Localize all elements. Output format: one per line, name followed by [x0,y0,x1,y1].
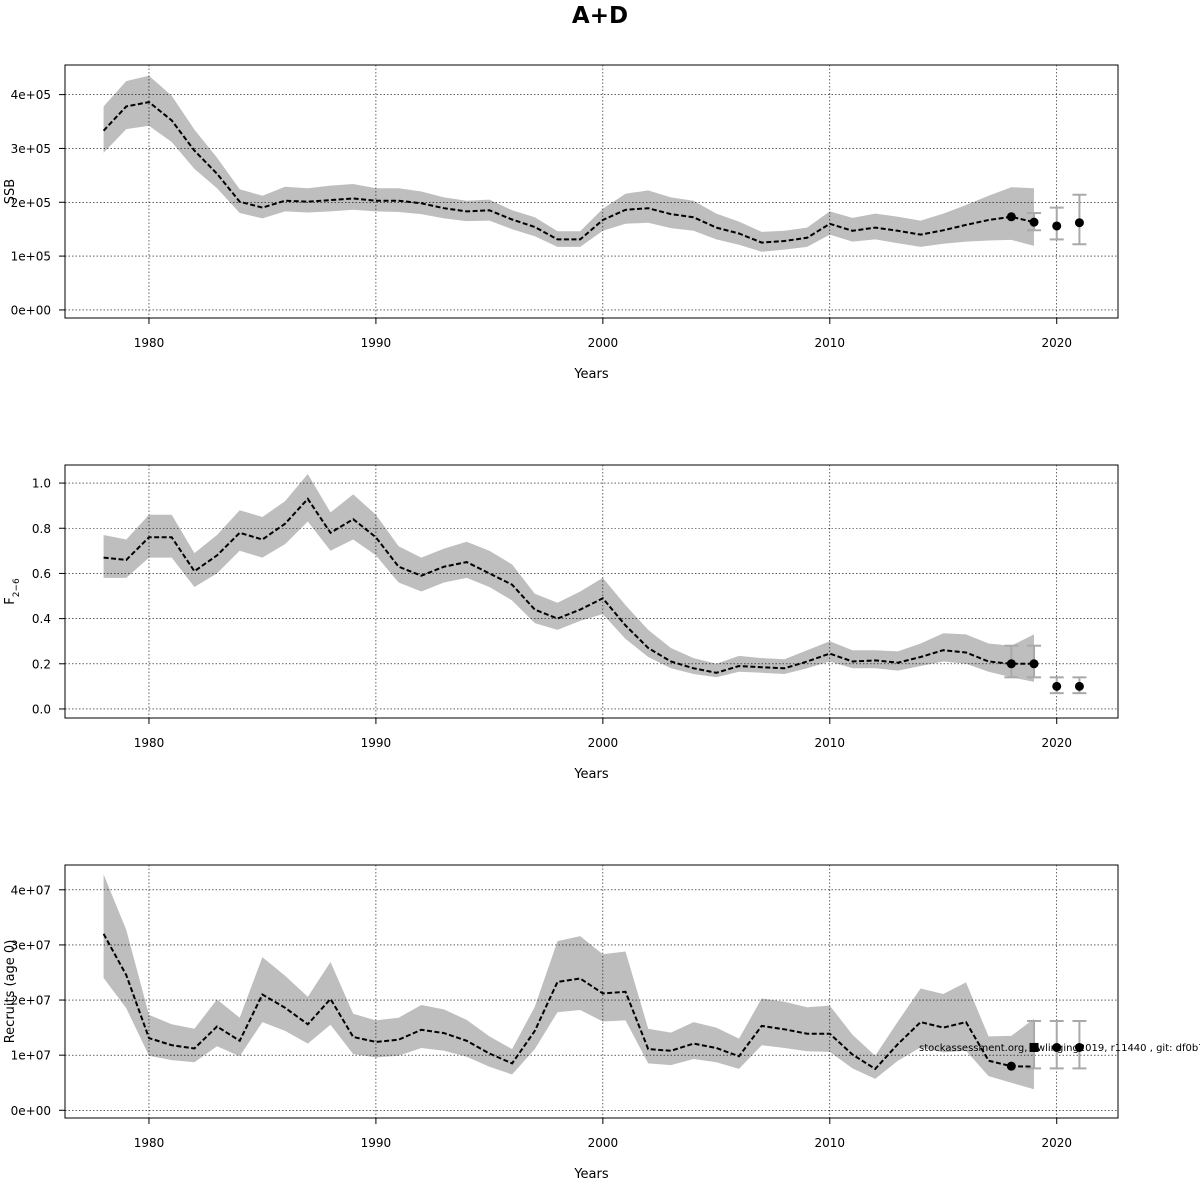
page-title: A+D [571,3,629,29]
recruits-data-point [1006,1061,1016,1071]
ssb-y-tick-label: 1e+05 [11,250,51,264]
ssb-y-tick-label: 4e+05 [11,88,51,102]
recruits-x-tick-label: 1990 [361,1136,392,1150]
fbar-y-tick-label: 1.0 [32,477,51,491]
ssb-plot-frame [64,64,1119,319]
ssb-y-axis-title: SSB [3,179,18,204]
recruits-x-axis-title: Years [573,1167,609,1182]
recruits-x-tick-label: 1980 [134,1136,165,1150]
ssb-x-tick-label: 2000 [588,336,619,350]
ssb-x-tick-label: 1990 [361,336,392,350]
recruits-x-tick-label: 2010 [815,1136,846,1150]
fbar-y-axis-title: F2−6 [3,578,22,605]
fbar-y-axis-subscript: 2−6 [12,578,22,597]
footer-note: stockassessment.org, Swlinging2019, r114… [919,1043,1200,1054]
fbar-x-tick-label: 2010 [815,736,846,750]
ssb-data-point [1006,212,1016,222]
fbar-x-tick-label: 1980 [134,736,165,750]
fbar-data-point [1074,681,1084,691]
ssb-x-tick-label: 2020 [1041,336,1072,350]
f-panel: 1980 1990 2000 2010 2020 0.0 0.2 0.4 0.6 0.8 1.0 Ye… [3,464,1119,782]
recruits-confidence-band [103,874,1035,1090]
fbar-data-point [1029,659,1039,669]
fbar-x-tick-label: 2000 [588,736,619,750]
ssb-estimate-line [102,101,1035,244]
fbar-data-point [1052,681,1062,691]
fbar-confidence-band [103,474,1035,682]
recruits-data-point [1074,1042,1084,1052]
recruits-estimate-line [102,933,1035,1071]
recruits-y-tick-label: 3e+07 [11,938,51,952]
recruits-y-tick-label: 2e+07 [11,994,51,1008]
fbar-data-point [1006,659,1016,669]
ssb-x-tick-label: 1980 [134,336,165,350]
recruits-x-tick-label: 2020 [1041,1136,1072,1150]
fbar-y-tick-label: 0.2 [32,657,51,671]
ssb-x-tick-label: 2010 [815,336,846,350]
fbar-x-axis-title: Years [573,767,609,782]
fbar-y-tick-label: 0.8 [32,522,51,536]
ssb-data-point [1052,221,1062,231]
fbar-plot-frame [64,464,1119,719]
ssb-y-tick-label: 2e+05 [11,196,51,210]
ssb-x-axis-title: Years [573,367,609,382]
fbar-x-tick-label: 2020 [1041,736,1072,750]
ssb-confidence-band [103,75,1035,252]
fbar-y-tick-label: 0.6 [32,567,51,581]
recruits-x-tick-label: 2000 [588,1136,619,1150]
ssb-y-tick-label: 3e+05 [11,142,51,156]
recruits-square-point [1029,1042,1039,1052]
ssb-data-point [1074,218,1084,228]
fbar-x-tick-label: 1990 [361,736,392,750]
fbar-estimate-line [103,497,1034,674]
ssb-data-point [1029,217,1039,227]
ssb-panel: 1980 1990 2000 2010 2020 0e+00 1e+05 2e+05 3e+05… [3,64,1119,382]
recruits-data-point [1052,1042,1062,1052]
fbar-y-tick-label: 0.4 [32,612,51,626]
ssb-y-tick-label: 0e+00 [11,303,51,317]
recruits-y-axis-title: Recruits (age 0) [3,940,18,1044]
recruits-plot-frame [64,864,1119,1119]
recruits-y-tick-label: 4e+07 [11,883,51,897]
recruits-y-tick-label: 1e+07 [11,1049,51,1063]
fbar-y-tick-label: 0.0 [32,702,51,716]
recruits-y-tick-label: 0e+00 [11,1104,51,1118]
recruits-panel: 1980 1990 2000 2010 2020 0e+00 1e+07 2e+07 3e+07… [3,864,1119,1182]
